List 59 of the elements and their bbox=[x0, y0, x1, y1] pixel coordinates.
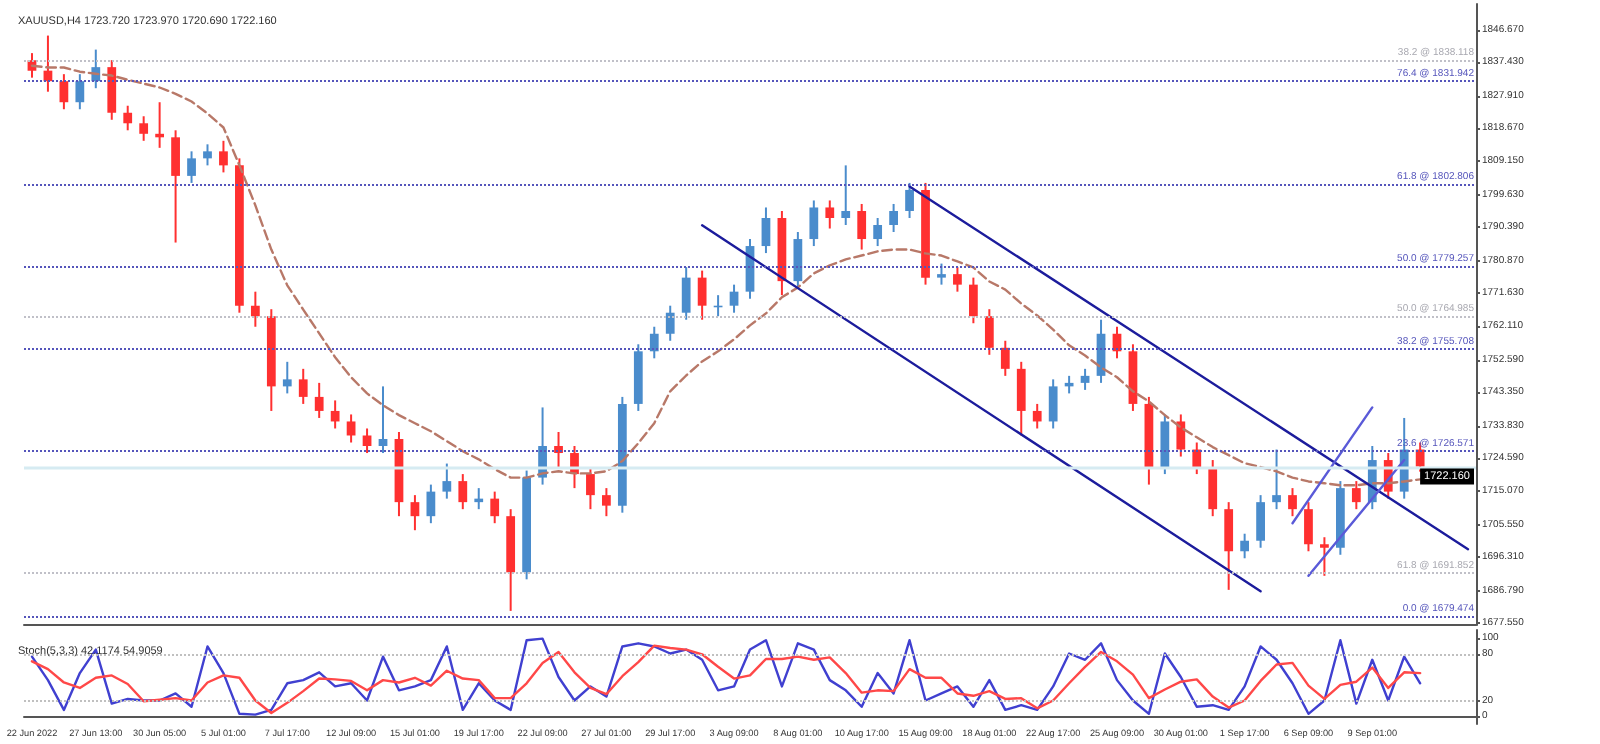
candlestick bbox=[984, 308, 994, 356]
candlestick bbox=[905, 181, 914, 219]
candlestick bbox=[953, 266, 962, 293]
candlestick bbox=[330, 399, 340, 430]
candlestick bbox=[107, 59, 117, 121]
candlestick bbox=[314, 381, 324, 419]
candlestick bbox=[1288, 487, 1297, 518]
candlestick bbox=[139, 115, 149, 142]
candlestick bbox=[809, 199, 819, 248]
candlestick bbox=[490, 490, 500, 525]
candlestick bbox=[1192, 441, 1202, 476]
candlestick bbox=[681, 266, 691, 321]
candlestick bbox=[1080, 367, 1090, 391]
candlestick bbox=[282, 360, 292, 395]
candlestick bbox=[1256, 494, 1265, 549]
candlestick bbox=[1000, 339, 1010, 377]
candlestick bbox=[729, 283, 739, 314]
candlestick bbox=[362, 427, 372, 455]
candlestick bbox=[426, 483, 436, 525]
candlestick bbox=[1208, 459, 1218, 518]
candlestick bbox=[203, 143, 212, 167]
candlestick bbox=[841, 164, 851, 227]
candlestick bbox=[1320, 536, 1329, 577]
candlestick bbox=[1032, 402, 1042, 430]
candlestick bbox=[378, 385, 388, 455]
candlestick bbox=[1304, 501, 1313, 553]
candlestick bbox=[1176, 413, 1186, 458]
candlestick bbox=[1415, 441, 1425, 473]
candlestick bbox=[937, 262, 946, 286]
candlestick bbox=[410, 494, 420, 532]
candlestick bbox=[123, 104, 133, 132]
candlestick bbox=[873, 216, 883, 248]
candlestick bbox=[1016, 360, 1026, 437]
candlestick bbox=[969, 276, 978, 325]
candlestick bbox=[298, 367, 308, 405]
candlestick bbox=[649, 325, 659, 360]
candlestick bbox=[75, 73, 85, 111]
candlestick bbox=[1272, 448, 1281, 511]
candlestick bbox=[458, 473, 468, 511]
candlestick bbox=[1224, 501, 1234, 591]
candlestick bbox=[602, 487, 611, 518]
candlestick bbox=[857, 202, 867, 251]
candlestick bbox=[1240, 532, 1250, 560]
candlestick bbox=[250, 290, 260, 328]
candlestick bbox=[1048, 378, 1058, 430]
candlestick bbox=[171, 129, 180, 244]
candlestick bbox=[889, 202, 898, 234]
candlestick bbox=[793, 231, 803, 290]
candlestick bbox=[1351, 480, 1361, 511]
candlestick bbox=[219, 139, 228, 174]
candlestick bbox=[697, 269, 707, 321]
candlestick bbox=[761, 206, 771, 255]
candlestick bbox=[346, 413, 356, 444]
candlestick bbox=[442, 462, 452, 500]
candlestick bbox=[1160, 413, 1170, 476]
candlestick bbox=[586, 466, 595, 511]
candlestick bbox=[665, 304, 675, 342]
candlestick bbox=[187, 150, 196, 184]
candlestick bbox=[825, 199, 835, 230]
